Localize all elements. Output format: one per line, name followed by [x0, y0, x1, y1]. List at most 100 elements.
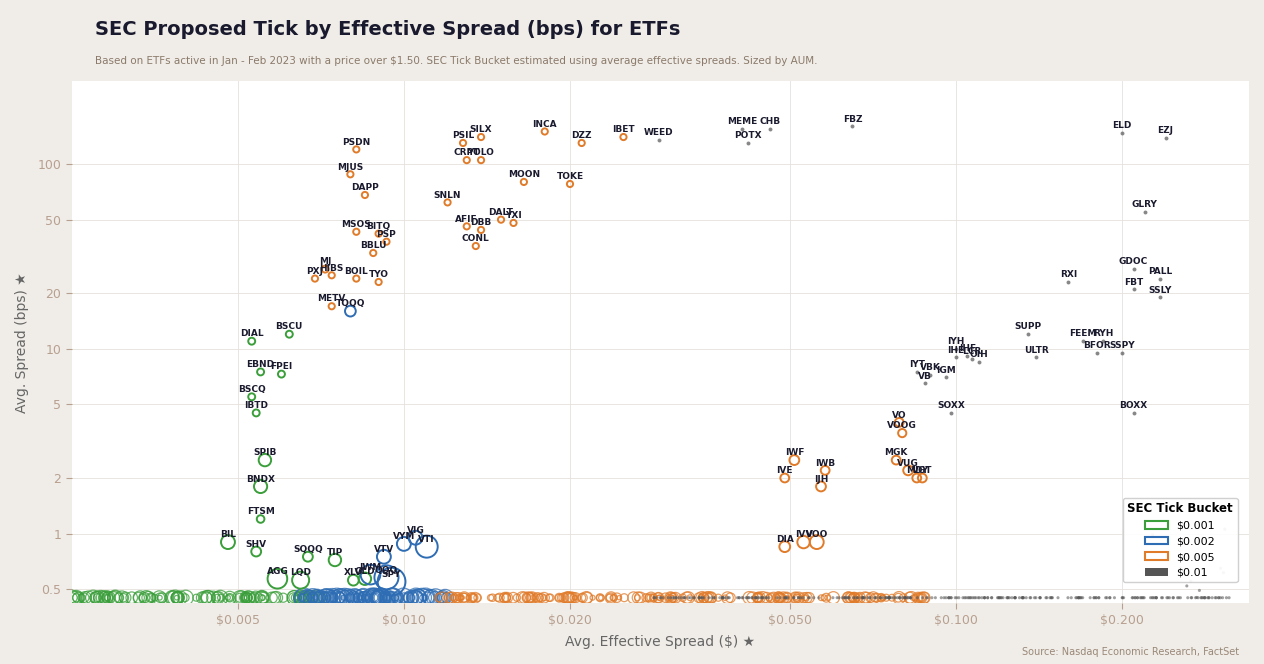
- Point: [609, 592, 629, 603]
- Point: [684, 592, 704, 603]
- Point: [71, 592, 91, 603]
- Point: [220, 592, 240, 603]
- Point: [210, 592, 230, 603]
- Point: [613, 131, 633, 142]
- Point: [1170, 562, 1191, 573]
- Point: [301, 592, 321, 603]
- Point: [368, 592, 388, 603]
- Point: [1188, 592, 1208, 603]
- Point: [846, 592, 866, 603]
- Point: [1010, 592, 1030, 603]
- Point: [866, 592, 886, 603]
- Text: PALL: PALL: [1149, 267, 1173, 276]
- Text: SHV: SHV: [245, 540, 267, 548]
- Text: SPY: SPY: [382, 570, 402, 579]
- Point: [876, 592, 896, 603]
- Text: INCA: INCA: [532, 120, 557, 129]
- Point: [689, 592, 709, 603]
- Point: [372, 592, 392, 603]
- Point: [1197, 592, 1217, 603]
- Point: [806, 537, 827, 547]
- Point: [250, 481, 270, 492]
- Point: [461, 592, 482, 603]
- Point: [329, 592, 349, 603]
- Point: [680, 592, 700, 603]
- Text: DIA: DIA: [776, 535, 794, 544]
- Point: [641, 592, 661, 603]
- Text: IYT: IYT: [909, 360, 925, 369]
- Point: [316, 592, 336, 603]
- Point: [384, 592, 404, 603]
- Point: [336, 592, 356, 603]
- Point: [1073, 592, 1093, 603]
- Point: [843, 592, 863, 603]
- Point: [1213, 567, 1234, 578]
- Point: [137, 592, 157, 603]
- Point: [561, 592, 581, 603]
- Point: [456, 155, 477, 165]
- Text: SEC Proposed Tick by Effective Spread (bps) for ETFs: SEC Proposed Tick by Effective Spread (b…: [95, 20, 680, 39]
- Point: [322, 592, 343, 603]
- Point: [348, 592, 368, 603]
- Point: [841, 592, 861, 603]
- Point: [777, 592, 798, 603]
- Point: [744, 592, 765, 603]
- Point: [648, 135, 669, 145]
- Point: [497, 592, 517, 603]
- Point: [236, 592, 257, 603]
- Point: [75, 592, 95, 603]
- Point: [66, 592, 86, 603]
- Point: [167, 592, 187, 603]
- Point: [650, 592, 670, 603]
- Point: [643, 592, 664, 603]
- Point: [675, 592, 695, 603]
- Point: [451, 592, 471, 603]
- Point: [1193, 592, 1213, 603]
- Text: BSCU: BSCU: [276, 323, 303, 331]
- Point: [1218, 592, 1239, 603]
- Point: [1012, 592, 1033, 603]
- Point: [138, 592, 158, 603]
- Point: [875, 592, 895, 603]
- Text: VBK: VBK: [920, 363, 940, 373]
- Point: [889, 592, 909, 603]
- Point: [97, 592, 118, 603]
- Point: [1036, 592, 1057, 603]
- Point: [465, 592, 485, 603]
- Point: [897, 592, 918, 603]
- Point: [932, 592, 952, 603]
- Point: [1018, 329, 1038, 339]
- Point: [732, 124, 752, 134]
- Point: [901, 592, 921, 603]
- Point: [341, 592, 362, 603]
- Point: [691, 592, 712, 603]
- Point: [253, 592, 273, 603]
- Point: [317, 592, 337, 603]
- Point: [374, 592, 394, 603]
- Text: PSP: PSP: [377, 230, 397, 239]
- Point: [817, 592, 837, 603]
- Point: [471, 131, 492, 142]
- Point: [87, 592, 107, 603]
- Point: [418, 592, 439, 603]
- Point: [953, 592, 973, 603]
- Point: [363, 592, 383, 603]
- Point: [1114, 592, 1134, 603]
- Text: IBTD: IBTD: [244, 401, 268, 410]
- Point: [425, 592, 445, 603]
- Text: DALT: DALT: [489, 208, 513, 217]
- Text: VGT: VGT: [913, 466, 933, 475]
- Point: [1168, 592, 1188, 603]
- Point: [769, 592, 789, 603]
- Text: MOON: MOON: [508, 170, 540, 179]
- Point: [530, 592, 550, 603]
- Point: [167, 592, 187, 603]
- Point: [660, 592, 680, 603]
- Point: [344, 575, 364, 586]
- Text: IGM: IGM: [937, 366, 956, 374]
- Point: [97, 592, 118, 603]
- Point: [364, 592, 384, 603]
- Point: [600, 592, 621, 603]
- Point: [408, 592, 428, 603]
- Text: CRPT: CRPT: [454, 148, 480, 157]
